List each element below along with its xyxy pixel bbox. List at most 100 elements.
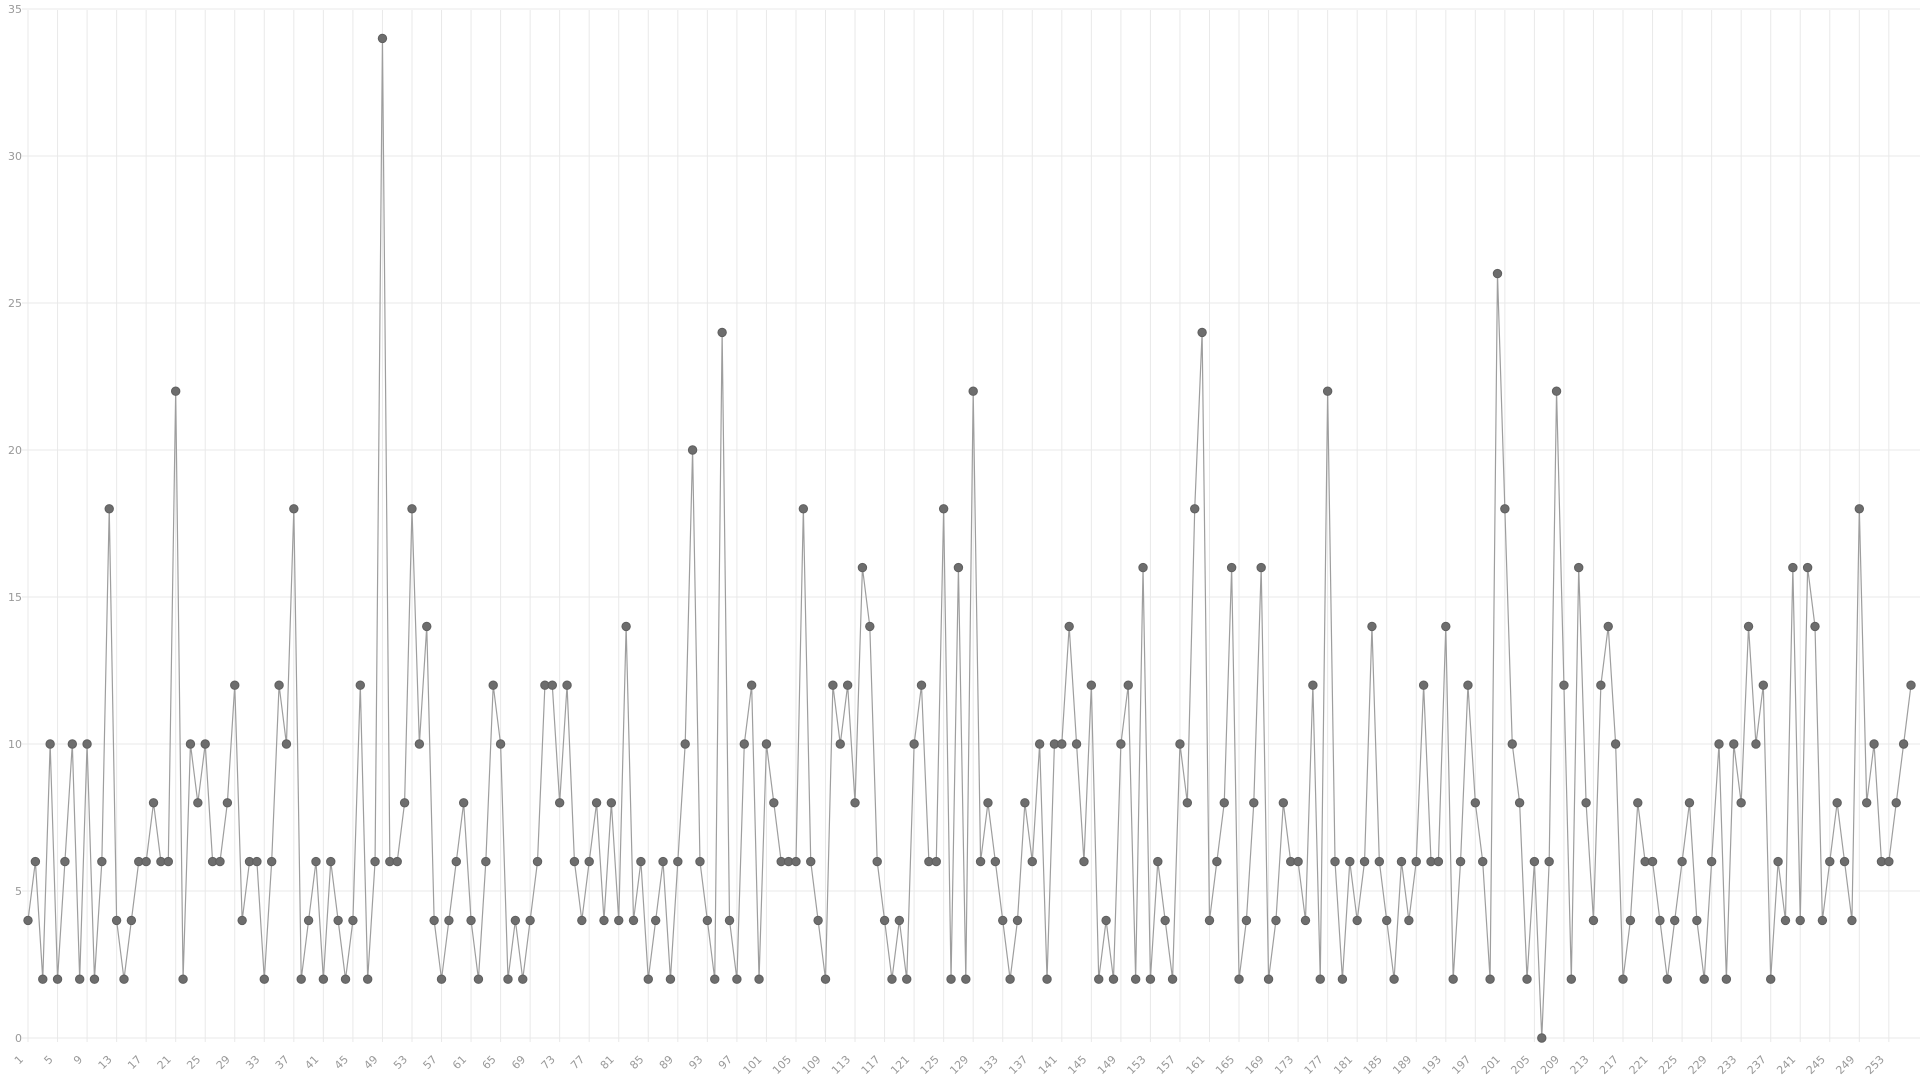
data-point bbox=[1839, 856, 1850, 867]
x-axis-label: 89 bbox=[657, 1053, 676, 1072]
data-point bbox=[1153, 856, 1163, 867]
x-axis-label: 53 bbox=[391, 1053, 410, 1072]
data-point bbox=[252, 856, 262, 867]
data-point bbox=[466, 915, 476, 926]
data-point bbox=[1500, 504, 1510, 514]
data-point bbox=[1522, 974, 1532, 984]
data-point bbox=[606, 798, 617, 808]
data-point bbox=[1448, 974, 1458, 984]
data-point bbox=[865, 621, 875, 632]
y-axis-label: 0 bbox=[15, 1032, 22, 1045]
x-axis-label: 61 bbox=[450, 1053, 469, 1072]
data-point bbox=[1780, 915, 1791, 926]
data-point bbox=[111, 915, 122, 926]
data-point bbox=[1832, 798, 1842, 808]
x-axis-label: 57 bbox=[421, 1053, 440, 1072]
data-point bbox=[650, 915, 661, 926]
data-point bbox=[961, 974, 971, 984]
x-axis-label: 121 bbox=[888, 1053, 912, 1077]
data-point bbox=[1788, 562, 1798, 573]
data-point bbox=[1854, 504, 1865, 514]
data-point bbox=[761, 739, 772, 749]
data-point bbox=[850, 798, 860, 808]
data-point bbox=[1345, 856, 1355, 867]
data-point bbox=[1618, 974, 1628, 984]
data-point bbox=[1581, 798, 1591, 808]
data-point bbox=[1470, 798, 1481, 808]
x-axis-label: 117 bbox=[859, 1053, 883, 1077]
data-point bbox=[953, 562, 964, 573]
data-point bbox=[1145, 974, 1156, 984]
data-point bbox=[1455, 856, 1466, 867]
data-point bbox=[1020, 798, 1030, 808]
data-point bbox=[946, 974, 956, 984]
data-point bbox=[1492, 268, 1503, 279]
data-point bbox=[975, 856, 986, 867]
data-point bbox=[1736, 798, 1746, 808]
data-point bbox=[370, 856, 380, 867]
data-point bbox=[857, 562, 868, 573]
data-point bbox=[621, 621, 631, 632]
data-point bbox=[399, 798, 410, 808]
data-point bbox=[577, 915, 587, 926]
data-point bbox=[1441, 621, 1451, 632]
data-point bbox=[97, 856, 107, 867]
data-point bbox=[74, 974, 85, 984]
data-point bbox=[429, 915, 439, 926]
data-point bbox=[1588, 915, 1599, 926]
data-point bbox=[1396, 856, 1407, 867]
data-point bbox=[746, 680, 757, 690]
data-point bbox=[724, 915, 735, 926]
data-point bbox=[518, 974, 528, 984]
data-point bbox=[658, 856, 668, 867]
x-axis-label: 133 bbox=[977, 1053, 1001, 1077]
data-point bbox=[554, 798, 565, 808]
x-axis-label: 73 bbox=[539, 1053, 558, 1072]
data-point bbox=[1212, 856, 1222, 867]
x-axis-label: 197 bbox=[1449, 1053, 1473, 1077]
data-point bbox=[717, 327, 727, 338]
data-point bbox=[458, 798, 469, 808]
data-point bbox=[503, 974, 513, 984]
x-axis-label: 21 bbox=[155, 1053, 174, 1072]
y-axis-label: 5 bbox=[15, 885, 22, 898]
data-point bbox=[473, 974, 484, 984]
series-group bbox=[23, 33, 1916, 1043]
line-series bbox=[27, 38, 1912, 1039]
data-point bbox=[1537, 1033, 1547, 1043]
data-point bbox=[1411, 856, 1421, 867]
data-point bbox=[1766, 974, 1776, 984]
data-point bbox=[1566, 974, 1577, 984]
data-point bbox=[1810, 621, 1820, 632]
data-point bbox=[1027, 856, 1037, 867]
x-axis-label: 137 bbox=[1006, 1053, 1030, 1077]
data-point bbox=[1256, 562, 1266, 573]
data-point bbox=[89, 974, 100, 984]
data-point bbox=[1574, 562, 1584, 573]
data-point bbox=[1101, 915, 1111, 926]
data-point bbox=[820, 974, 831, 984]
data-point bbox=[1382, 915, 1392, 926]
data-point bbox=[1130, 974, 1141, 984]
gridlines-group bbox=[22, 8, 1920, 1042]
data-point bbox=[1559, 680, 1569, 690]
data-point bbox=[266, 856, 277, 867]
data-point bbox=[791, 856, 801, 867]
data-point bbox=[739, 739, 749, 749]
y-axis-label: 10 bbox=[8, 738, 22, 751]
x-axis-label: 85 bbox=[627, 1053, 646, 1072]
data-point bbox=[1071, 739, 1082, 749]
data-point bbox=[673, 856, 683, 867]
data-point bbox=[274, 680, 284, 690]
data-point bbox=[1721, 974, 1732, 984]
x-axis-label: 173 bbox=[1272, 1053, 1296, 1077]
data-point bbox=[894, 915, 905, 926]
x-axis-label: 93 bbox=[686, 1053, 705, 1072]
data-point bbox=[1374, 856, 1385, 867]
data-point bbox=[1751, 739, 1761, 749]
data-point bbox=[702, 915, 713, 926]
data-point bbox=[828, 680, 838, 690]
x-axis-label: 249 bbox=[1833, 1053, 1857, 1077]
data-point bbox=[1514, 798, 1525, 808]
